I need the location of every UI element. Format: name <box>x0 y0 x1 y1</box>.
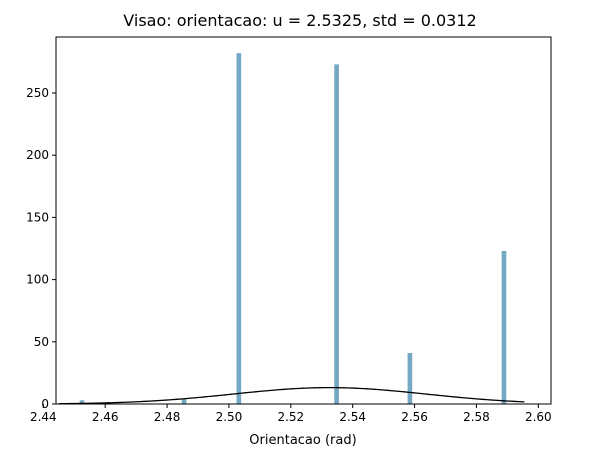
x-tick-label-6: 2.56 <box>401 410 428 424</box>
histogram-bar-4 <box>407 352 413 404</box>
x-axis-ticks: 2.44 2.46 2.48 2.50 2.52 2.54 2.56 2.58 2.60 <box>30 404 552 424</box>
x-tick-label-2: 2.48 <box>154 410 181 424</box>
y-axis-ticks: 0 50 100 150 200 250 <box>26 86 56 411</box>
y-tick-label-4: 200 <box>26 148 49 162</box>
x-tick-label-7: 2.58 <box>463 410 490 424</box>
chart-title: Visao: orientacao: u = 2.5325, std = 0.0… <box>123 11 476 30</box>
y-tick-label-3: 150 <box>26 210 49 224</box>
x-tick-label-1: 2.46 <box>92 410 119 424</box>
histogram-bar-0 <box>79 400 85 404</box>
histogram-bar-5 <box>501 250 507 404</box>
y-tick-label-5: 250 <box>26 86 49 100</box>
y-tick-label-1: 50 <box>34 335 49 349</box>
x-tick-label-5: 2.54 <box>339 410 366 424</box>
x-tick-label-4: 2.52 <box>277 410 304 424</box>
plot-background <box>56 37 551 404</box>
normal-fit-curve <box>58 386 525 405</box>
plot-frame <box>55 36 552 405</box>
y-tick-label-2: 100 <box>26 273 49 287</box>
x-axis-label: Orientacao (rad) <box>249 433 356 448</box>
x-tick-label-8: 2.60 <box>525 410 552 424</box>
x-tick-label-3: 2.50 <box>216 410 243 424</box>
histogram-bar-1 <box>181 399 187 404</box>
x-tick-label-0: 2.44 <box>30 410 57 424</box>
histogram-bar-3 <box>334 64 339 405</box>
histogram-bar-2 <box>236 53 242 405</box>
bars-group <box>79 53 507 405</box>
y-tick-label-0: 0 <box>41 397 49 411</box>
